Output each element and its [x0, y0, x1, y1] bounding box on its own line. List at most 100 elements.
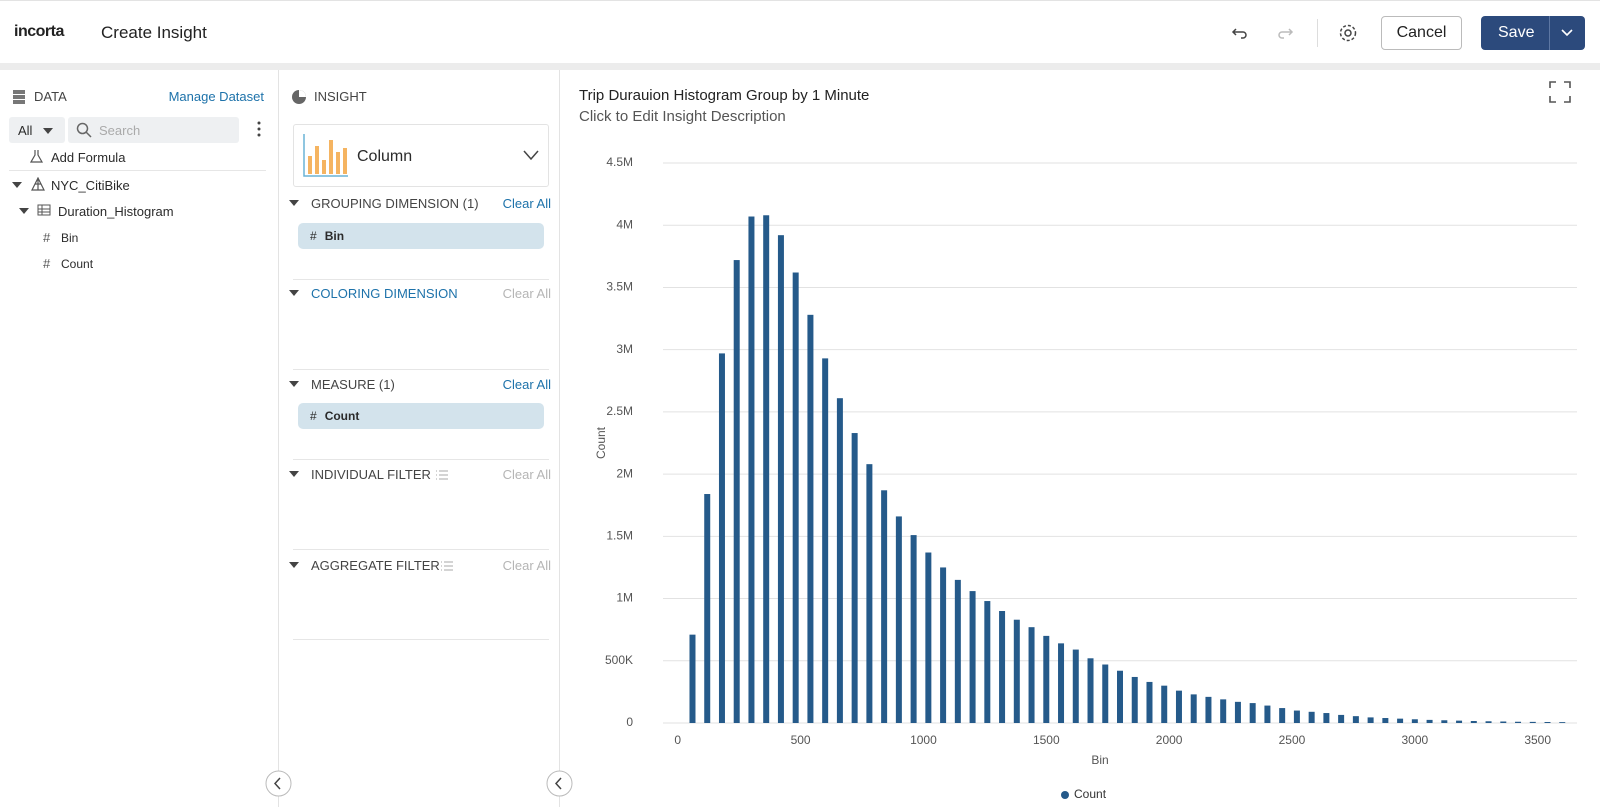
- more-button[interactable]: [255, 120, 263, 138]
- search-box[interactable]: Search: [68, 117, 239, 143]
- clear-all[interactable]: Clear All: [502, 377, 551, 392]
- manage-dataset-link[interactable]: Manage Dataset: [168, 89, 264, 104]
- bar: [881, 490, 888, 723]
- tree-item[interactable]: NYC_CitiBike: [51, 178, 130, 193]
- y-tick-label: 4.5M: [606, 155, 633, 169]
- bar: [1559, 722, 1566, 723]
- bar: [1411, 719, 1418, 723]
- bar: [1338, 714, 1345, 723]
- bar: [1308, 711, 1315, 723]
- bar: [1175, 690, 1182, 723]
- y-tick-label: 3.5M: [606, 280, 633, 294]
- divider: [1549, 16, 1550, 50]
- bar: [1544, 722, 1551, 723]
- page-title: Create Insight: [101, 23, 207, 42]
- field-icon: #: [310, 229, 317, 243]
- caret[interactable]: [12, 182, 22, 188]
- bar: [1426, 719, 1433, 723]
- bar: [1515, 721, 1522, 723]
- settings-button[interactable]: [1337, 22, 1359, 44]
- field-icon: #: [43, 256, 51, 271]
- section-title: INDIVIDUAL FILTER: [311, 467, 431, 482]
- undo-button[interactable]: [1230, 23, 1250, 43]
- bar: [1205, 696, 1212, 723]
- bar: [1087, 658, 1094, 723]
- caret[interactable]: [289, 200, 299, 206]
- clear-all[interactable]: Clear All: [502, 196, 551, 211]
- clear-all[interactable]: Clear All: [502, 467, 551, 482]
- chart-title[interactable]: Trip Durauion Histogram Group by 1 Minut…: [579, 87, 870, 104]
- caret[interactable]: [289, 290, 299, 296]
- save-button[interactable]: Save: [1481, 16, 1585, 50]
- chart-description[interactable]: Click to Edit Insight Description: [579, 108, 786, 125]
- bar: [836, 398, 843, 723]
- save-menu-button[interactable]: [1559, 27, 1575, 39]
- bar: [1485, 721, 1492, 723]
- y-tick-label: 0: [626, 715, 633, 729]
- bar: [940, 567, 947, 723]
- search-placeholder: Search: [99, 123, 141, 138]
- panel-title: INSIGHT: [314, 89, 367, 104]
- fullscreen-button[interactable]: [1548, 80, 1572, 104]
- bar: [704, 494, 711, 723]
- header: incorta Create Insight Cancel Save: [0, 0, 1600, 63]
- bar: [1279, 708, 1286, 723]
- bar: [925, 552, 932, 723]
- bar: [969, 591, 976, 723]
- bar: [1500, 721, 1507, 723]
- clear-all[interactable]: Clear All: [502, 286, 551, 301]
- pill[interactable]: # Bin: [298, 223, 544, 249]
- x-tick-label: 2500: [1279, 733, 1306, 747]
- legend-marker: [1061, 791, 1069, 799]
- bar: [1058, 643, 1065, 723]
- bar: [1013, 619, 1020, 723]
- caret[interactable]: [289, 381, 299, 387]
- bar: [1190, 694, 1197, 723]
- add-formula[interactable]: Add Formula: [51, 150, 126, 165]
- x-tick-label: 2000: [1156, 733, 1183, 747]
- search-icon: [76, 122, 92, 138]
- tree-item[interactable]: Bin: [61, 231, 79, 245]
- bar: [689, 634, 696, 723]
- collapse-button[interactable]: [546, 770, 573, 797]
- filter-label: All: [18, 123, 33, 138]
- caret[interactable]: [19, 208, 29, 214]
- collapse-button[interactable]: [265, 770, 292, 797]
- bar: [866, 464, 873, 723]
- tree-item[interactable]: Count: [61, 257, 94, 271]
- redo-button[interactable]: [1275, 23, 1295, 43]
- x-axis-label: Bin: [1091, 753, 1108, 767]
- bar: [763, 215, 770, 723]
- separator: [293, 279, 549, 280]
- clear-all[interactable]: Clear All: [502, 558, 551, 573]
- separator: [9, 170, 266, 171]
- logo[interactable]: incorta: [14, 23, 64, 40]
- bar: [1131, 676, 1138, 723]
- bar: [984, 601, 991, 723]
- x-tick-label: 0: [674, 733, 681, 747]
- bar: [1382, 718, 1389, 723]
- caret[interactable]: [289, 562, 299, 568]
- bar: [1397, 718, 1404, 723]
- bar: [1352, 716, 1359, 723]
- chart-type-dropdown[interactable]: Column: [293, 124, 549, 187]
- y-tick-label: 1.5M: [606, 529, 633, 543]
- pill[interactable]: # Count: [298, 403, 544, 429]
- bar: [1529, 721, 1536, 723]
- chevron: [523, 150, 539, 161]
- tree-item[interactable]: Duration_Histogram: [58, 204, 174, 219]
- bar: [1234, 701, 1241, 723]
- insight-panel: INSIGHT Column GROUPING DIMENSION (1) Cl…: [283, 70, 573, 807]
- bar: [1102, 664, 1109, 723]
- bar: [1264, 705, 1271, 723]
- legend-label: Count: [1074, 787, 1107, 801]
- filter-dropdown[interactable]: All: [9, 117, 65, 143]
- bar: [1293, 710, 1300, 723]
- panel-title: DATA: [34, 89, 67, 104]
- caret[interactable]: [289, 471, 299, 477]
- bar: [895, 516, 902, 723]
- cancel-button[interactable]: Cancel: [1381, 16, 1462, 50]
- bar: [718, 353, 725, 723]
- field-icon: #: [43, 230, 51, 245]
